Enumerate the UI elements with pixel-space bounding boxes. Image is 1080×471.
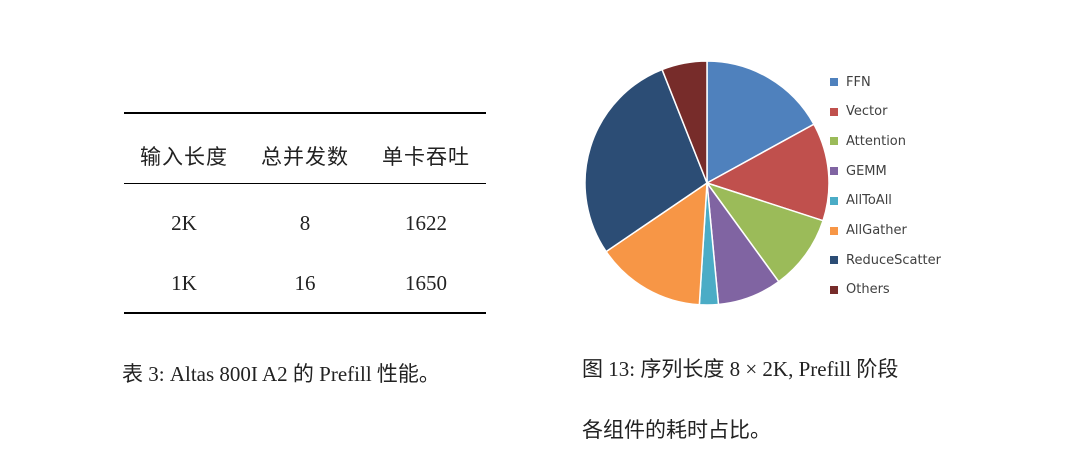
legend-label: Vector <box>846 104 888 120</box>
legend-item: AllToAll <box>830 191 892 211</box>
pie-slice-reducescatter <box>584 68 708 253</box>
legend-item: AllGather <box>830 221 907 241</box>
legend-label: Attention <box>846 133 906 149</box>
legend-swatch <box>830 78 838 86</box>
legend-label: GEMM <box>846 163 887 179</box>
table-header-rule <box>124 183 486 184</box>
legend-swatch <box>830 226 838 235</box>
legend-item: Attention <box>830 131 906 151</box>
table-top-rule <box>124 112 486 114</box>
legend-item: GEMM <box>830 161 887 181</box>
legend-swatch <box>830 256 838 265</box>
legend-label: Others <box>846 282 890 298</box>
legend-label: AllGather <box>846 223 907 238</box>
pie-slice-ffn <box>706 60 815 185</box>
figure-caption-line1: 图 13: 序列长度 8 × 2K, Prefill 阶段 <box>582 357 899 381</box>
pie-slice-attention <box>705 181 824 283</box>
legend-label: AllToAll <box>846 193 892 209</box>
legend-swatch <box>830 196 838 205</box>
table-cell: 1K <box>171 271 197 295</box>
pie-slice-others <box>661 60 708 184</box>
table-cell: 1622 <box>405 211 447 235</box>
table-caption: 表 3: Altas 800I A2 的 Prefill 性能。 <box>122 362 440 386</box>
legend-label: ReduceScatter <box>846 252 941 268</box>
pie-slice-vector <box>705 123 830 222</box>
table-cell: 8 <box>299 211 311 235</box>
table-cell: 2K <box>171 211 197 235</box>
legend-swatch <box>830 167 838 176</box>
table-header-concurrency: 总并发数 <box>261 145 349 169</box>
table-bottom-rule <box>124 312 486 314</box>
pie-slice-allgather <box>605 181 708 306</box>
table-header-input-length: 输入长度 <box>140 145 228 169</box>
legend-label: FFN <box>846 74 871 90</box>
legend-item: FFN <box>830 72 871 92</box>
table-header-throughput: 单卡吞吐 <box>382 145 470 169</box>
legend-item: Others <box>830 280 890 300</box>
legend-swatch <box>830 137 838 146</box>
legend-swatch <box>830 285 838 294</box>
figure-caption-line2: 各组件的耗时占比。 <box>582 418 771 442</box>
table-cell: 1650 <box>405 271 447 295</box>
legend-item: Vector <box>830 102 887 122</box>
legend-swatch <box>830 107 838 116</box>
legend-item: ReduceScatter <box>830 250 941 270</box>
table-cell: 16 <box>294 271 316 295</box>
